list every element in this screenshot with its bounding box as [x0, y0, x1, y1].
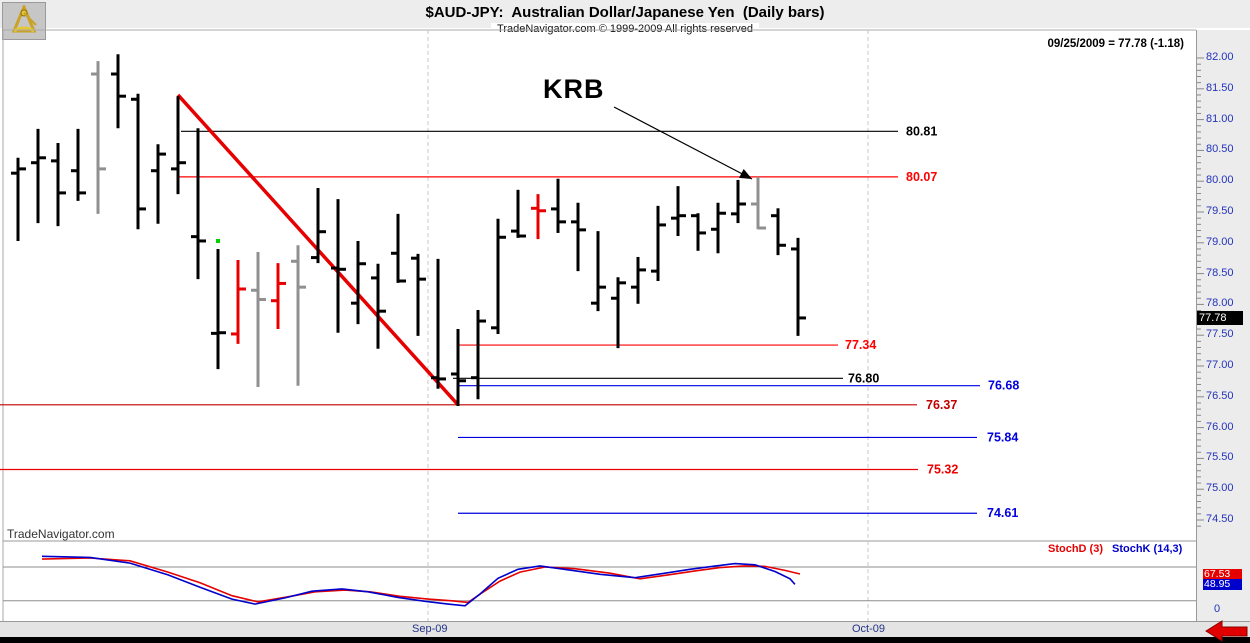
chart-title: $AUD-JPY: Australian Dollar/Japanese Yen…	[425, 4, 825, 21]
price-axis-label: 80.00	[1206, 174, 1234, 187]
annotation-arrowhead	[739, 169, 752, 179]
price-axis-label: 82.00	[1206, 51, 1234, 63]
level-label: 80.81	[906, 124, 937, 138]
price-axis-label: 79.50	[1206, 205, 1234, 217]
stoch-series-line	[41, 555, 796, 607]
price-axis-label: 81.50	[1206, 81, 1234, 94]
price-axis-label: 81.00	[1206, 112, 1234, 125]
price-axis-label: 76.00	[1206, 420, 1234, 433]
price-axis-strip	[1196, 30, 1250, 621]
bottom-black-bar	[0, 637, 1250, 643]
watermark: TradeNavigator.com	[7, 527, 115, 541]
level-label: 76.80	[848, 371, 879, 385]
stoch-k-legend: StochK (14,3)	[1112, 543, 1183, 555]
price-axis-label: 75.00	[1206, 482, 1234, 495]
price-axis-label: 78.50	[1206, 266, 1234, 279]
price-axis-label: 74.50	[1206, 513, 1234, 525]
stoch-axis-zero-label: 0	[1214, 603, 1221, 615]
date-axis-label: Sep-09	[412, 623, 448, 635]
level-label: 77.34	[845, 338, 876, 352]
price-axis-label: 77.00	[1206, 359, 1234, 371]
price-axis-label: 80.50	[1206, 143, 1234, 156]
price-axis-label: 76.50	[1206, 389, 1234, 402]
level-label: 74.61	[987, 506, 1018, 520]
last-price-badge: 77.78	[1197, 310, 1243, 325]
level-label: 75.32	[927, 462, 958, 476]
level-label: 75.84	[987, 430, 1018, 444]
level-label: 76.37	[926, 398, 957, 412]
trade-navigator-logo[interactable]	[2, 2, 46, 40]
date-axis-label: Oct-09	[852, 623, 886, 635]
last-quote-readout: 09/25/2009 = 77.78 (-1.18)	[1047, 38, 1184, 50]
price-axis-label: 79.00	[1206, 235, 1234, 248]
stoch-d-legend: StochD (3)	[1048, 543, 1103, 555]
date-axis-bar	[0, 621, 1250, 638]
price-axis-label: 77.50	[1206, 328, 1234, 341]
stoch-k-value-badge: 48.95	[1203, 579, 1242, 591]
copyright-subtitle: TradeNavigator.com © 1999-2009 All right…	[0, 23, 1250, 35]
signal-dot	[216, 239, 220, 243]
stoch-d-value-badge: 67.53	[1203, 569, 1242, 580]
stoch-series-line	[41, 557, 801, 604]
level-label: 76.68	[988, 379, 1019, 393]
annotation-arrow	[613, 106, 753, 180]
krb-annotation: KRB	[543, 74, 605, 104]
level-label: 80.07	[906, 170, 937, 184]
price-axis-label: 75.50	[1206, 451, 1234, 464]
price-axis-label: 78.00	[1206, 297, 1234, 310]
